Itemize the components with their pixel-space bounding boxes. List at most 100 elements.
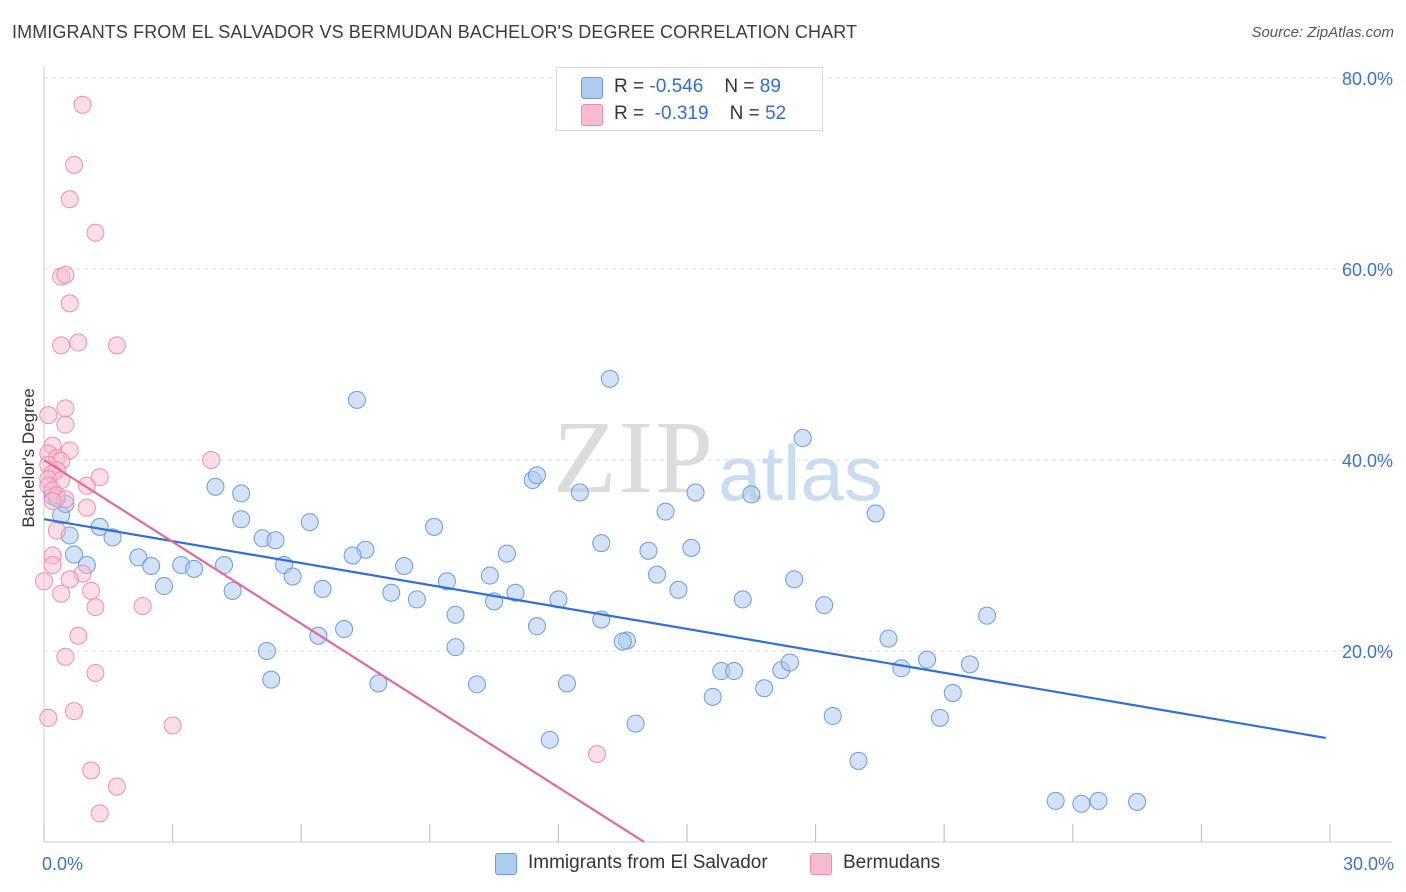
trend-lines	[43, 459, 1326, 843]
point-el-salvador	[206, 477, 225, 496]
legend-n-value: 52	[765, 103, 787, 124]
point-el-salvador	[823, 706, 842, 725]
point-bermudans	[82, 581, 101, 600]
legend-n-value: 89	[759, 76, 781, 97]
point-el-salvador	[369, 674, 388, 693]
point-bermudans	[56, 399, 75, 418]
point-bermudans	[90, 804, 109, 823]
point-el-salvador	[313, 579, 332, 598]
y-tick-label: 20.0%	[1342, 642, 1393, 662]
point-el-salvador	[347, 390, 366, 409]
point-el-salvador	[780, 653, 799, 672]
point-el-salvador	[686, 483, 705, 502]
x-tick-label: 0.0%	[42, 854, 83, 874]
point-el-salvador	[467, 675, 486, 694]
point-bermudans	[86, 223, 105, 242]
point-el-salvador	[849, 751, 868, 770]
y-axis-label: Bachelor's Degree	[19, 388, 38, 527]
point-el-salvador	[283, 567, 302, 586]
series-el-salvador	[43, 369, 1147, 813]
legend-swatch-pink	[581, 104, 603, 126]
point-el-salvador	[733, 590, 752, 609]
point-el-salvador	[879, 629, 898, 648]
point-bermudans	[73, 95, 92, 114]
point-el-salvador	[703, 687, 722, 706]
point-el-salvador	[300, 513, 319, 532]
point-el-salvador	[647, 565, 666, 584]
point-el-salvador	[785, 570, 804, 589]
legend-swatch-blue	[581, 77, 603, 99]
point-bermudans	[35, 572, 53, 591]
point-el-salvador	[65, 545, 84, 564]
y-tick-label: 40.0%	[1342, 451, 1393, 471]
legend-r-value: -0.546	[649, 76, 704, 97]
point-el-salvador	[943, 684, 962, 703]
legend-n-label: N =	[724, 76, 755, 97]
point-el-salvador	[232, 510, 251, 529]
legend-r-label: R =	[614, 103, 645, 124]
axis-labels: 20.0% 40.0% 60.0% 80.0% 0.0% 30.0% Bachelor's …	[19, 69, 1394, 874]
point-el-salvador	[103, 528, 122, 547]
point-el-salvador	[527, 617, 546, 636]
point-bermudans	[587, 745, 606, 764]
point-bermudans	[60, 294, 79, 313]
point-el-salvador	[257, 642, 276, 660]
point-bermudans	[133, 597, 152, 616]
bottom-legend-swatch-blue	[495, 853, 517, 875]
point-el-salvador	[343, 546, 362, 565]
point-el-salvador	[725, 662, 744, 681]
point-bermudans	[107, 336, 126, 355]
point-bermudans	[56, 265, 75, 284]
point-el-salvador	[527, 466, 546, 485]
point-bermudans	[86, 598, 105, 617]
point-el-salvador	[446, 605, 465, 624]
point-bermudans	[202, 451, 221, 469]
point-el-salvador	[232, 484, 251, 503]
point-bermudans	[90, 468, 109, 487]
point-el-salvador	[425, 517, 444, 536]
point-el-salvador	[613, 632, 632, 651]
point-el-salvador	[506, 583, 525, 602]
trend-line-el-salvador	[43, 518, 1326, 739]
point-bermudans	[43, 492, 62, 511]
point-bermudans	[52, 584, 71, 603]
point-el-salvador	[155, 577, 174, 596]
point-el-salvador	[382, 583, 401, 602]
point-bermudans	[69, 333, 88, 352]
point-el-salvador	[407, 590, 426, 609]
y-tick-label: 80.0%	[1342, 69, 1393, 89]
x-tick-label: 30.0%	[1343, 854, 1394, 874]
point-el-salvador	[557, 674, 576, 693]
point-el-salvador	[1046, 791, 1065, 810]
point-bermudans	[69, 626, 88, 645]
point-bermudans	[86, 663, 105, 682]
point-bermudans	[82, 761, 101, 780]
point-bermudans	[47, 521, 66, 540]
point-el-salvador	[437, 572, 456, 591]
point-el-salvador	[592, 534, 611, 553]
point-bermudans	[56, 647, 75, 666]
chart-title: IMMIGRANTS FROM EL SALVADOR VS BERMUDAN …	[12, 22, 858, 42]
point-el-salvador	[1128, 792, 1147, 811]
point-el-salvador	[570, 483, 589, 502]
point-el-salvador	[1089, 791, 1108, 810]
point-el-salvador	[918, 650, 937, 669]
point-bermudans	[163, 716, 182, 735]
point-el-salvador	[142, 557, 161, 576]
point-el-salvador	[223, 581, 242, 600]
point-bermudans	[56, 415, 75, 434]
point-el-salvador	[742, 485, 761, 504]
point-el-salvador	[866, 504, 885, 523]
point-bermudans	[39, 708, 58, 727]
point-el-salvador	[395, 557, 414, 576]
legend-r-label: R =	[614, 76, 645, 97]
point-el-salvador	[266, 531, 285, 550]
point-bermudans	[60, 570, 79, 589]
point-el-salvador	[185, 559, 204, 578]
point-bermudans	[107, 777, 126, 796]
point-bermudans	[77, 498, 96, 517]
point-bermudans	[65, 702, 84, 721]
bottom-legend-label-el-salvador: Immigrants from El Salvador	[528, 852, 768, 873]
point-el-salvador	[669, 580, 688, 599]
point-el-salvador	[930, 708, 949, 727]
